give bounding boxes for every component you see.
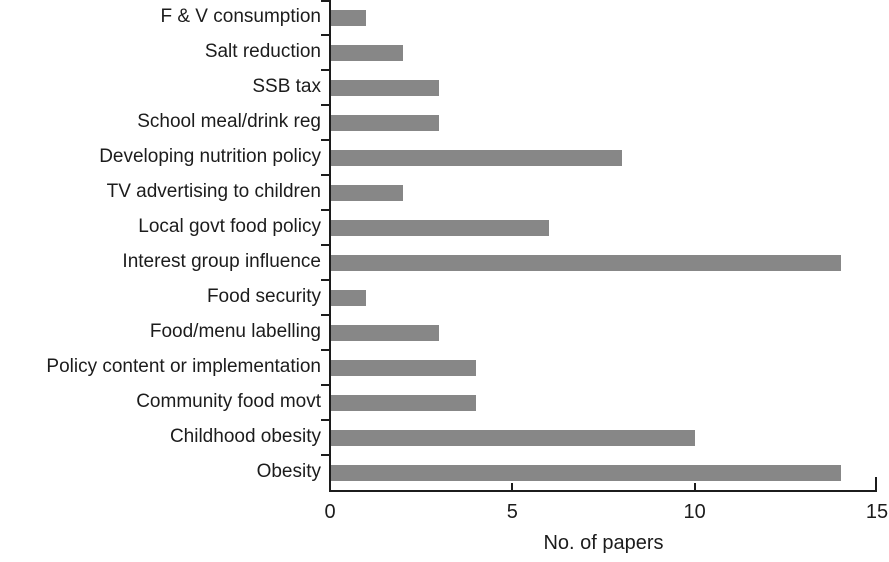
category-label: Local govt food policy bbox=[138, 216, 321, 238]
y-axis-tick bbox=[321, 419, 329, 421]
chart-row: SSB tax bbox=[0, 70, 877, 105]
category-label: Policy content or implementation bbox=[46, 356, 321, 378]
y-axis-tick bbox=[321, 244, 329, 246]
x-axis-tick-label: 10 bbox=[683, 501, 706, 523]
category-label: Community food movt bbox=[136, 391, 321, 413]
y-axis-tick bbox=[321, 139, 329, 141]
bar bbox=[330, 429, 695, 446]
category-label: Food/menu labelling bbox=[149, 321, 321, 343]
bar-track bbox=[330, 105, 877, 140]
category-label: Food security bbox=[206, 286, 321, 308]
chart-row: Policy content or implementation bbox=[0, 350, 877, 385]
bar-track bbox=[330, 70, 877, 105]
bar-track bbox=[330, 35, 877, 70]
chart-row: TV advertising to children bbox=[0, 175, 877, 210]
category-label: School meal/drink reg bbox=[137, 111, 321, 133]
chart-row: Food/menu labelling bbox=[0, 315, 877, 350]
bar-track bbox=[330, 175, 877, 210]
y-axis-tick bbox=[321, 34, 329, 36]
chart-row: Obesity bbox=[0, 455, 877, 490]
bar-track bbox=[330, 455, 877, 490]
x-axis-tick bbox=[875, 477, 877, 490]
y-axis-tick bbox=[321, 0, 329, 2]
chart-row: Salt reduction bbox=[0, 35, 877, 70]
y-axis-tick bbox=[321, 384, 329, 386]
chart-row: School meal/drink reg bbox=[0, 105, 877, 140]
bar-track bbox=[330, 280, 877, 315]
bar bbox=[330, 324, 440, 341]
category-label: Childhood obesity bbox=[169, 426, 321, 448]
x-axis-title: No. of papers bbox=[543, 532, 664, 554]
chart-rows: F & V consumption Salt reduction SSB tax Sc… bbox=[0, 0, 877, 490]
chart-row: Interest group influence bbox=[0, 245, 877, 280]
bar bbox=[330, 114, 440, 131]
x-axis-tick-label: 0 bbox=[324, 501, 336, 523]
chart-row: F & V consumption bbox=[0, 0, 877, 35]
bar-track bbox=[330, 245, 877, 280]
y-axis-tick bbox=[321, 279, 329, 281]
x-axis-tick bbox=[693, 483, 696, 490]
bar-track bbox=[330, 0, 877, 35]
bar bbox=[330, 359, 476, 376]
x-axis-tick-label: 5 bbox=[506, 501, 518, 523]
bar-track bbox=[330, 140, 877, 175]
bar bbox=[330, 184, 403, 201]
chart-row: Developing nutrition policy bbox=[0, 140, 877, 175]
bar bbox=[330, 9, 367, 26]
y-axis-tick bbox=[321, 454, 329, 456]
category-label: SSB tax bbox=[252, 76, 321, 98]
bar-track bbox=[330, 385, 877, 420]
x-axis-line bbox=[329, 490, 877, 492]
bar-track bbox=[330, 210, 877, 245]
x-axis-tick bbox=[511, 483, 514, 490]
bar bbox=[330, 254, 841, 271]
bar bbox=[330, 464, 841, 481]
category-label: Obesity bbox=[256, 461, 321, 483]
bar bbox=[330, 79, 440, 96]
chart-row: Food security bbox=[0, 280, 877, 315]
category-label: Interest group influence bbox=[122, 251, 321, 273]
y-axis-tick bbox=[321, 104, 329, 106]
y-axis-tick bbox=[321, 349, 329, 351]
bar bbox=[330, 44, 403, 61]
bar-track bbox=[330, 315, 877, 350]
y-axis-tick bbox=[321, 69, 329, 71]
y-axis-tick bbox=[321, 209, 329, 211]
chart-row: Community food movt bbox=[0, 385, 877, 420]
bar bbox=[330, 219, 549, 236]
y-axis-line bbox=[329, 0, 331, 492]
bar-track bbox=[330, 420, 877, 455]
category-label: F & V consumption bbox=[160, 6, 321, 28]
bar-track bbox=[330, 350, 877, 385]
chart-row: Childhood obesity bbox=[0, 420, 877, 455]
bar bbox=[330, 149, 622, 166]
category-label: TV advertising to children bbox=[106, 181, 321, 203]
y-axis-tick bbox=[321, 314, 329, 316]
x-axis-tick-label: 15 bbox=[865, 501, 889, 523]
bar bbox=[330, 394, 476, 411]
y-axis-tick bbox=[321, 174, 329, 176]
category-label: Developing nutrition policy bbox=[99, 146, 321, 168]
chart-row: Local govt food policy bbox=[0, 210, 877, 245]
bar bbox=[330, 289, 367, 306]
category-label: Salt reduction bbox=[204, 41, 321, 63]
